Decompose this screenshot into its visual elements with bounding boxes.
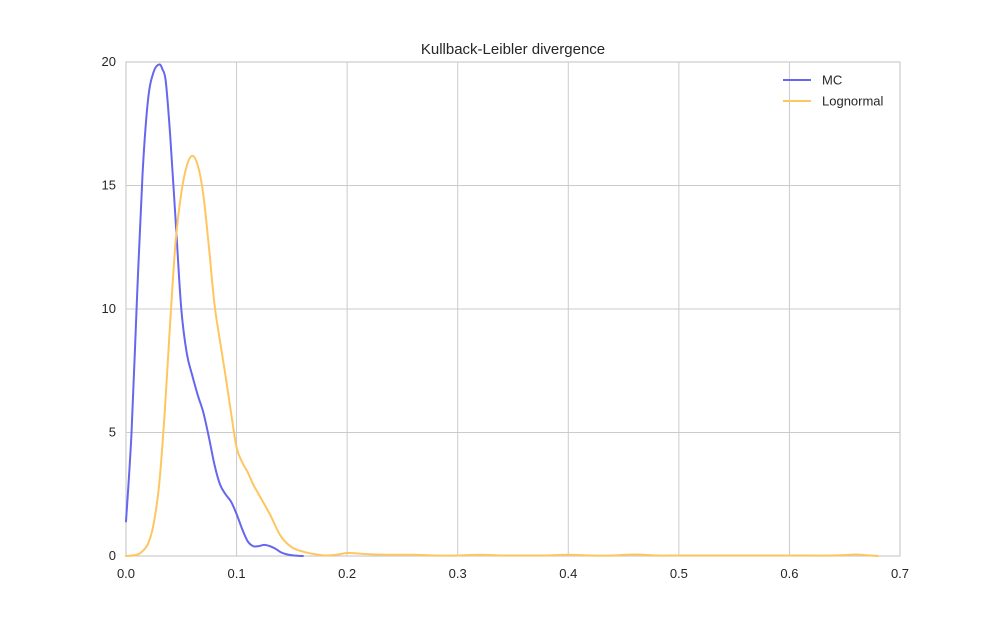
y-tick-label: 10 [102, 301, 116, 316]
y-tick-label: 20 [102, 54, 116, 69]
legend-label-mc: MC [822, 73, 842, 88]
y-tick-label: 5 [109, 425, 116, 440]
x-tick-labels: 0.0 0.1 0.2 0.3 0.4 0.5 0.6 0.7 [117, 566, 909, 581]
x-tick-label: 0.2 [338, 566, 356, 581]
x-tick-label: 0.3 [449, 566, 467, 581]
grid-lines [125, 61, 901, 557]
y-tick-labels: 0 5 10 15 20 [102, 54, 116, 563]
x-tick-label: 0.7 [891, 566, 909, 581]
x-tick-label: 0.6 [780, 566, 798, 581]
legend-label-lognormal: Lognormal [822, 94, 884, 109]
series-line-mc [125, 63, 304, 557]
chart-title: Kullback-Leibler divergence [421, 41, 605, 58]
x-tick-label: 0.0 [117, 566, 135, 581]
x-tick-label: 0.1 [228, 566, 246, 581]
legend: MC Lognormal [783, 73, 884, 109]
series-layer [125, 63, 879, 557]
y-tick-label: 0 [109, 548, 116, 563]
y-tick-label: 15 [102, 178, 116, 193]
x-tick-label: 0.5 [670, 566, 688, 581]
x-tick-label: 0.4 [559, 566, 577, 581]
series-line-lognormal [125, 154, 879, 557]
